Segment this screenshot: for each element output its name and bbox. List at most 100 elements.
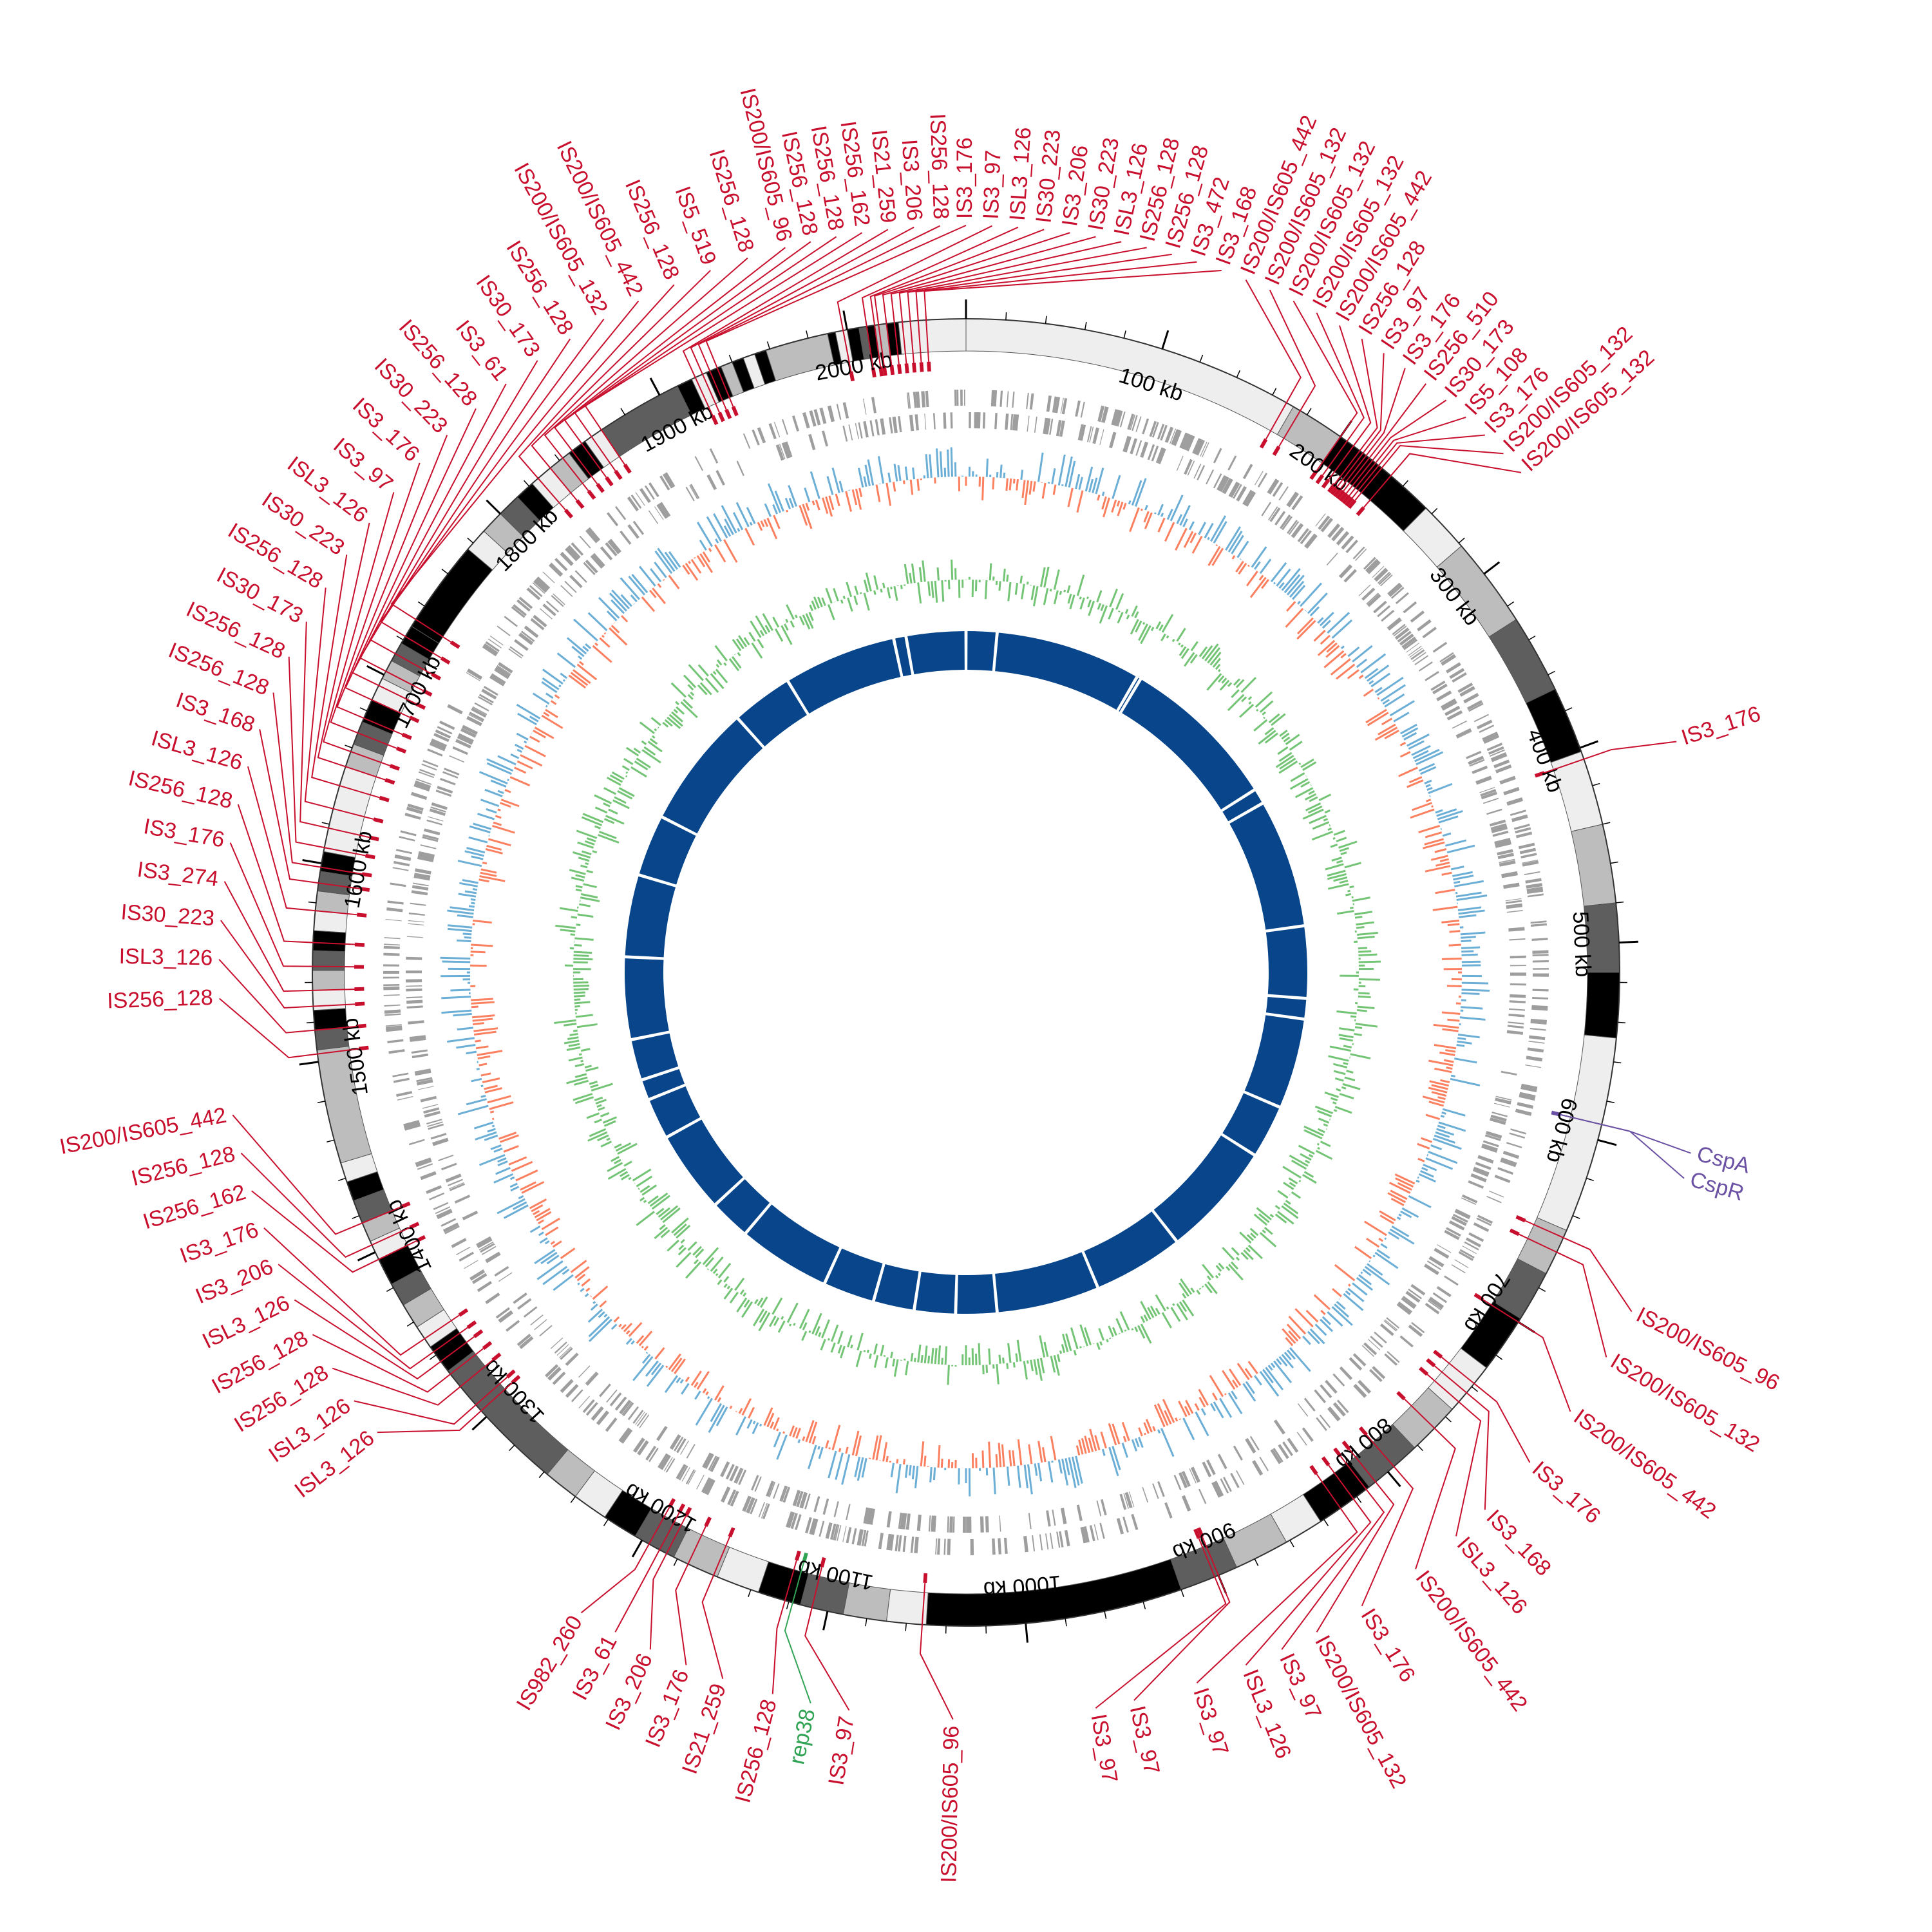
gc-content-bar xyxy=(1320,634,1331,645)
cds-feature xyxy=(417,853,435,860)
cds-feature xyxy=(1130,414,1136,430)
cds-feature xyxy=(762,1503,770,1520)
gc-content-bar xyxy=(541,714,564,730)
gc-content-bar xyxy=(477,1055,491,1060)
cds-feature xyxy=(1486,743,1503,752)
gc-skew-bar xyxy=(715,668,728,684)
gc-skew-bar xyxy=(723,1283,728,1288)
cds-feature xyxy=(837,1525,842,1541)
gc-skew-bar xyxy=(676,1252,692,1268)
cds-feature xyxy=(950,412,953,429)
gc-content-bar xyxy=(1432,905,1458,911)
gc-skew-bar xyxy=(592,850,598,854)
gc-skew-bar xyxy=(802,614,811,630)
gc-content-bar xyxy=(1084,1435,1090,1454)
is-element-mark xyxy=(396,746,407,754)
gc-skew-bar xyxy=(1030,1359,1034,1372)
gc-skew-bar xyxy=(1026,582,1029,585)
cds-feature xyxy=(565,547,578,562)
gc-content-bar xyxy=(487,1128,496,1133)
gc-skew-bar xyxy=(1333,1109,1338,1112)
gc-content-bar xyxy=(679,1379,684,1384)
cds-feature xyxy=(1526,1056,1543,1062)
gc-content-bar xyxy=(1101,496,1107,510)
is-element-mark xyxy=(354,987,365,991)
is-leader-line xyxy=(352,383,507,705)
gc-content-bar xyxy=(1009,1450,1012,1466)
cds-feature xyxy=(978,412,980,429)
gc-skew-bar xyxy=(866,1349,869,1353)
gc-content-bar xyxy=(480,1095,486,1098)
gc-skew-bar xyxy=(597,1134,609,1142)
cds-feature xyxy=(819,1520,825,1537)
cds-feature xyxy=(485,641,500,652)
gc-content-bar xyxy=(517,712,537,726)
gc-content-bar xyxy=(1320,1318,1334,1332)
gc-content-bar xyxy=(1191,535,1203,554)
cds-feature xyxy=(1509,1000,1526,1003)
ideogram-band xyxy=(1488,619,1556,704)
gc-skew-bar xyxy=(817,596,823,607)
is-leader-line xyxy=(837,225,992,372)
gc-skew-bar xyxy=(1002,569,1006,582)
cds-feature xyxy=(1206,469,1215,485)
cds-feature xyxy=(530,618,545,630)
gc-content-bar xyxy=(641,596,656,612)
gc-content-bar xyxy=(1332,1288,1342,1298)
cds-feature xyxy=(394,854,412,861)
gc-content-bar xyxy=(487,1095,511,1104)
gc-skew-bar xyxy=(574,1001,591,1005)
gc-content-bar xyxy=(1441,1011,1461,1015)
gc-skew-bar xyxy=(1343,1062,1349,1065)
cds-feature xyxy=(609,538,621,553)
is-leader-line xyxy=(1404,1398,1456,1569)
cds-feature xyxy=(1473,714,1489,723)
cds-feature xyxy=(909,414,914,431)
gc-content-bar xyxy=(1094,1435,1101,1451)
cds-feature xyxy=(1511,814,1528,822)
cds-feature xyxy=(1482,732,1498,741)
gc-content-bar xyxy=(764,503,772,517)
gc-skew-bar xyxy=(1345,893,1352,896)
gc-skew-bar xyxy=(1227,694,1245,712)
cds-feature xyxy=(1201,442,1209,458)
gc-skew-bar xyxy=(673,708,678,714)
gc-content-bar xyxy=(521,1180,545,1194)
gc-content-bar xyxy=(1442,1028,1459,1032)
gc-content-bar xyxy=(1300,582,1322,607)
gc-content-bar xyxy=(1282,1328,1296,1344)
cds-feature xyxy=(1332,1373,1345,1387)
cds-feature xyxy=(1325,1379,1338,1394)
cds-feature xyxy=(578,1365,591,1378)
cds-feature xyxy=(553,593,565,605)
gc-content-bar xyxy=(1134,478,1147,507)
gc-content-bar xyxy=(1364,1220,1387,1236)
cds-feature xyxy=(439,720,455,730)
cds-feature xyxy=(947,1539,951,1555)
gc-skew-bar xyxy=(859,592,862,594)
scale-tick xyxy=(1236,370,1241,378)
cds-feature xyxy=(447,704,463,715)
cds-feature xyxy=(566,546,580,560)
gc-content-bar xyxy=(585,1287,591,1293)
cds-feature xyxy=(1075,400,1081,417)
cds-feature xyxy=(407,803,424,811)
cds-feature xyxy=(1363,1342,1378,1356)
cds-feature xyxy=(1292,524,1304,538)
is-element-mark xyxy=(359,887,370,892)
scale-tick xyxy=(299,1061,319,1066)
gc-content-bar xyxy=(497,1160,508,1167)
cds-feature xyxy=(1060,397,1064,414)
cds-feature xyxy=(1179,1472,1188,1488)
gc-skew-bar xyxy=(809,604,814,612)
gc-content-bar xyxy=(1164,522,1175,542)
cds-feature xyxy=(1530,1022,1547,1025)
is-element-mark xyxy=(927,361,931,372)
gc-skew-bar xyxy=(1180,1278,1193,1295)
gc-content-bar xyxy=(1384,1237,1387,1240)
cds-feature xyxy=(514,639,529,651)
gc-skew-bar xyxy=(1271,713,1286,726)
gc-skew-bar xyxy=(685,1261,701,1279)
gc-content-bar xyxy=(1452,871,1473,877)
scale-tick xyxy=(1617,1021,1626,1023)
